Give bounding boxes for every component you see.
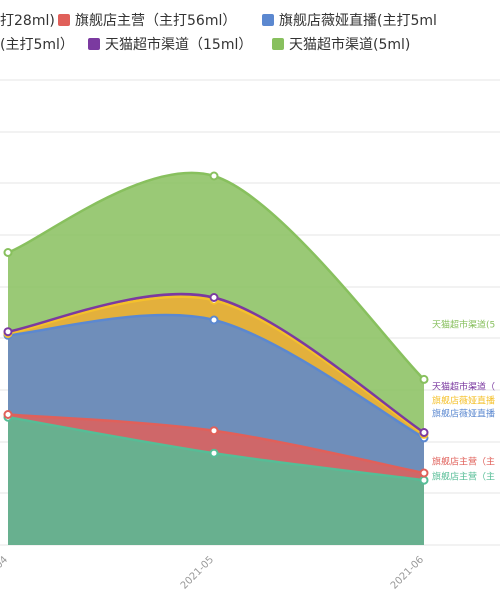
legend-item-1[interactable]: 旗舰店主营（主打56ml）: [75, 12, 236, 29]
point-series-0-1[interactable]: [209, 448, 219, 458]
point-series-0-2[interactable]: [419, 475, 429, 485]
x-tick-label-1: 2021-05: [179, 554, 216, 591]
end-label-series-2: 旗舰店薇娅直播: [432, 408, 495, 420]
end-label-series-0: 旗舰店主营（主: [432, 471, 495, 483]
end-label-series-4: 天猫超市渠道（: [432, 381, 495, 393]
end-label-series-5: 天猫超市渠道(5: [432, 319, 495, 331]
point-series-1-0[interactable]: [3, 410, 13, 419]
area-series-0: [8, 417, 424, 545]
x-tick-label-2: 2021-06: [389, 554, 426, 591]
point-series-5-0[interactable]: [3, 248, 13, 257]
point-series-1-2[interactable]: [419, 468, 429, 478]
legend-swatch-1[interactable]: [58, 14, 70, 26]
end-label-series-3: 旗舰店薇娅直播: [432, 395, 495, 407]
legend-swatch-5[interactable]: [272, 38, 284, 50]
point-series-2-1[interactable]: [209, 315, 219, 325]
point-series-4-0[interactable]: [3, 327, 13, 337]
legend-swatch-4[interactable]: [88, 38, 100, 50]
legend-item-4[interactable]: 天猫超市渠道（15ml）: [105, 36, 252, 53]
point-series-4-1[interactable]: [209, 293, 219, 302]
legend-swatch-2[interactable]: [262, 14, 274, 26]
end-label-series-1: 旗舰店主营（主: [432, 456, 495, 468]
x-tick-label-0: 2021-04: [0, 554, 10, 591]
point-series-5-1[interactable]: [209, 171, 219, 181]
point-series-4-2[interactable]: [419, 428, 429, 437]
point-series-1-1[interactable]: [209, 426, 219, 436]
legend-item-0[interactable]: 打28ml): [0, 12, 55, 29]
point-series-5-2[interactable]: [419, 374, 429, 384]
legend-item-5[interactable]: 天猫超市渠道(5ml): [289, 36, 410, 53]
legend-item-3[interactable]: (主打5ml）: [0, 36, 74, 53]
legend-item-2[interactable]: 旗舰店薇娅直播(主打5ml: [279, 12, 437, 29]
